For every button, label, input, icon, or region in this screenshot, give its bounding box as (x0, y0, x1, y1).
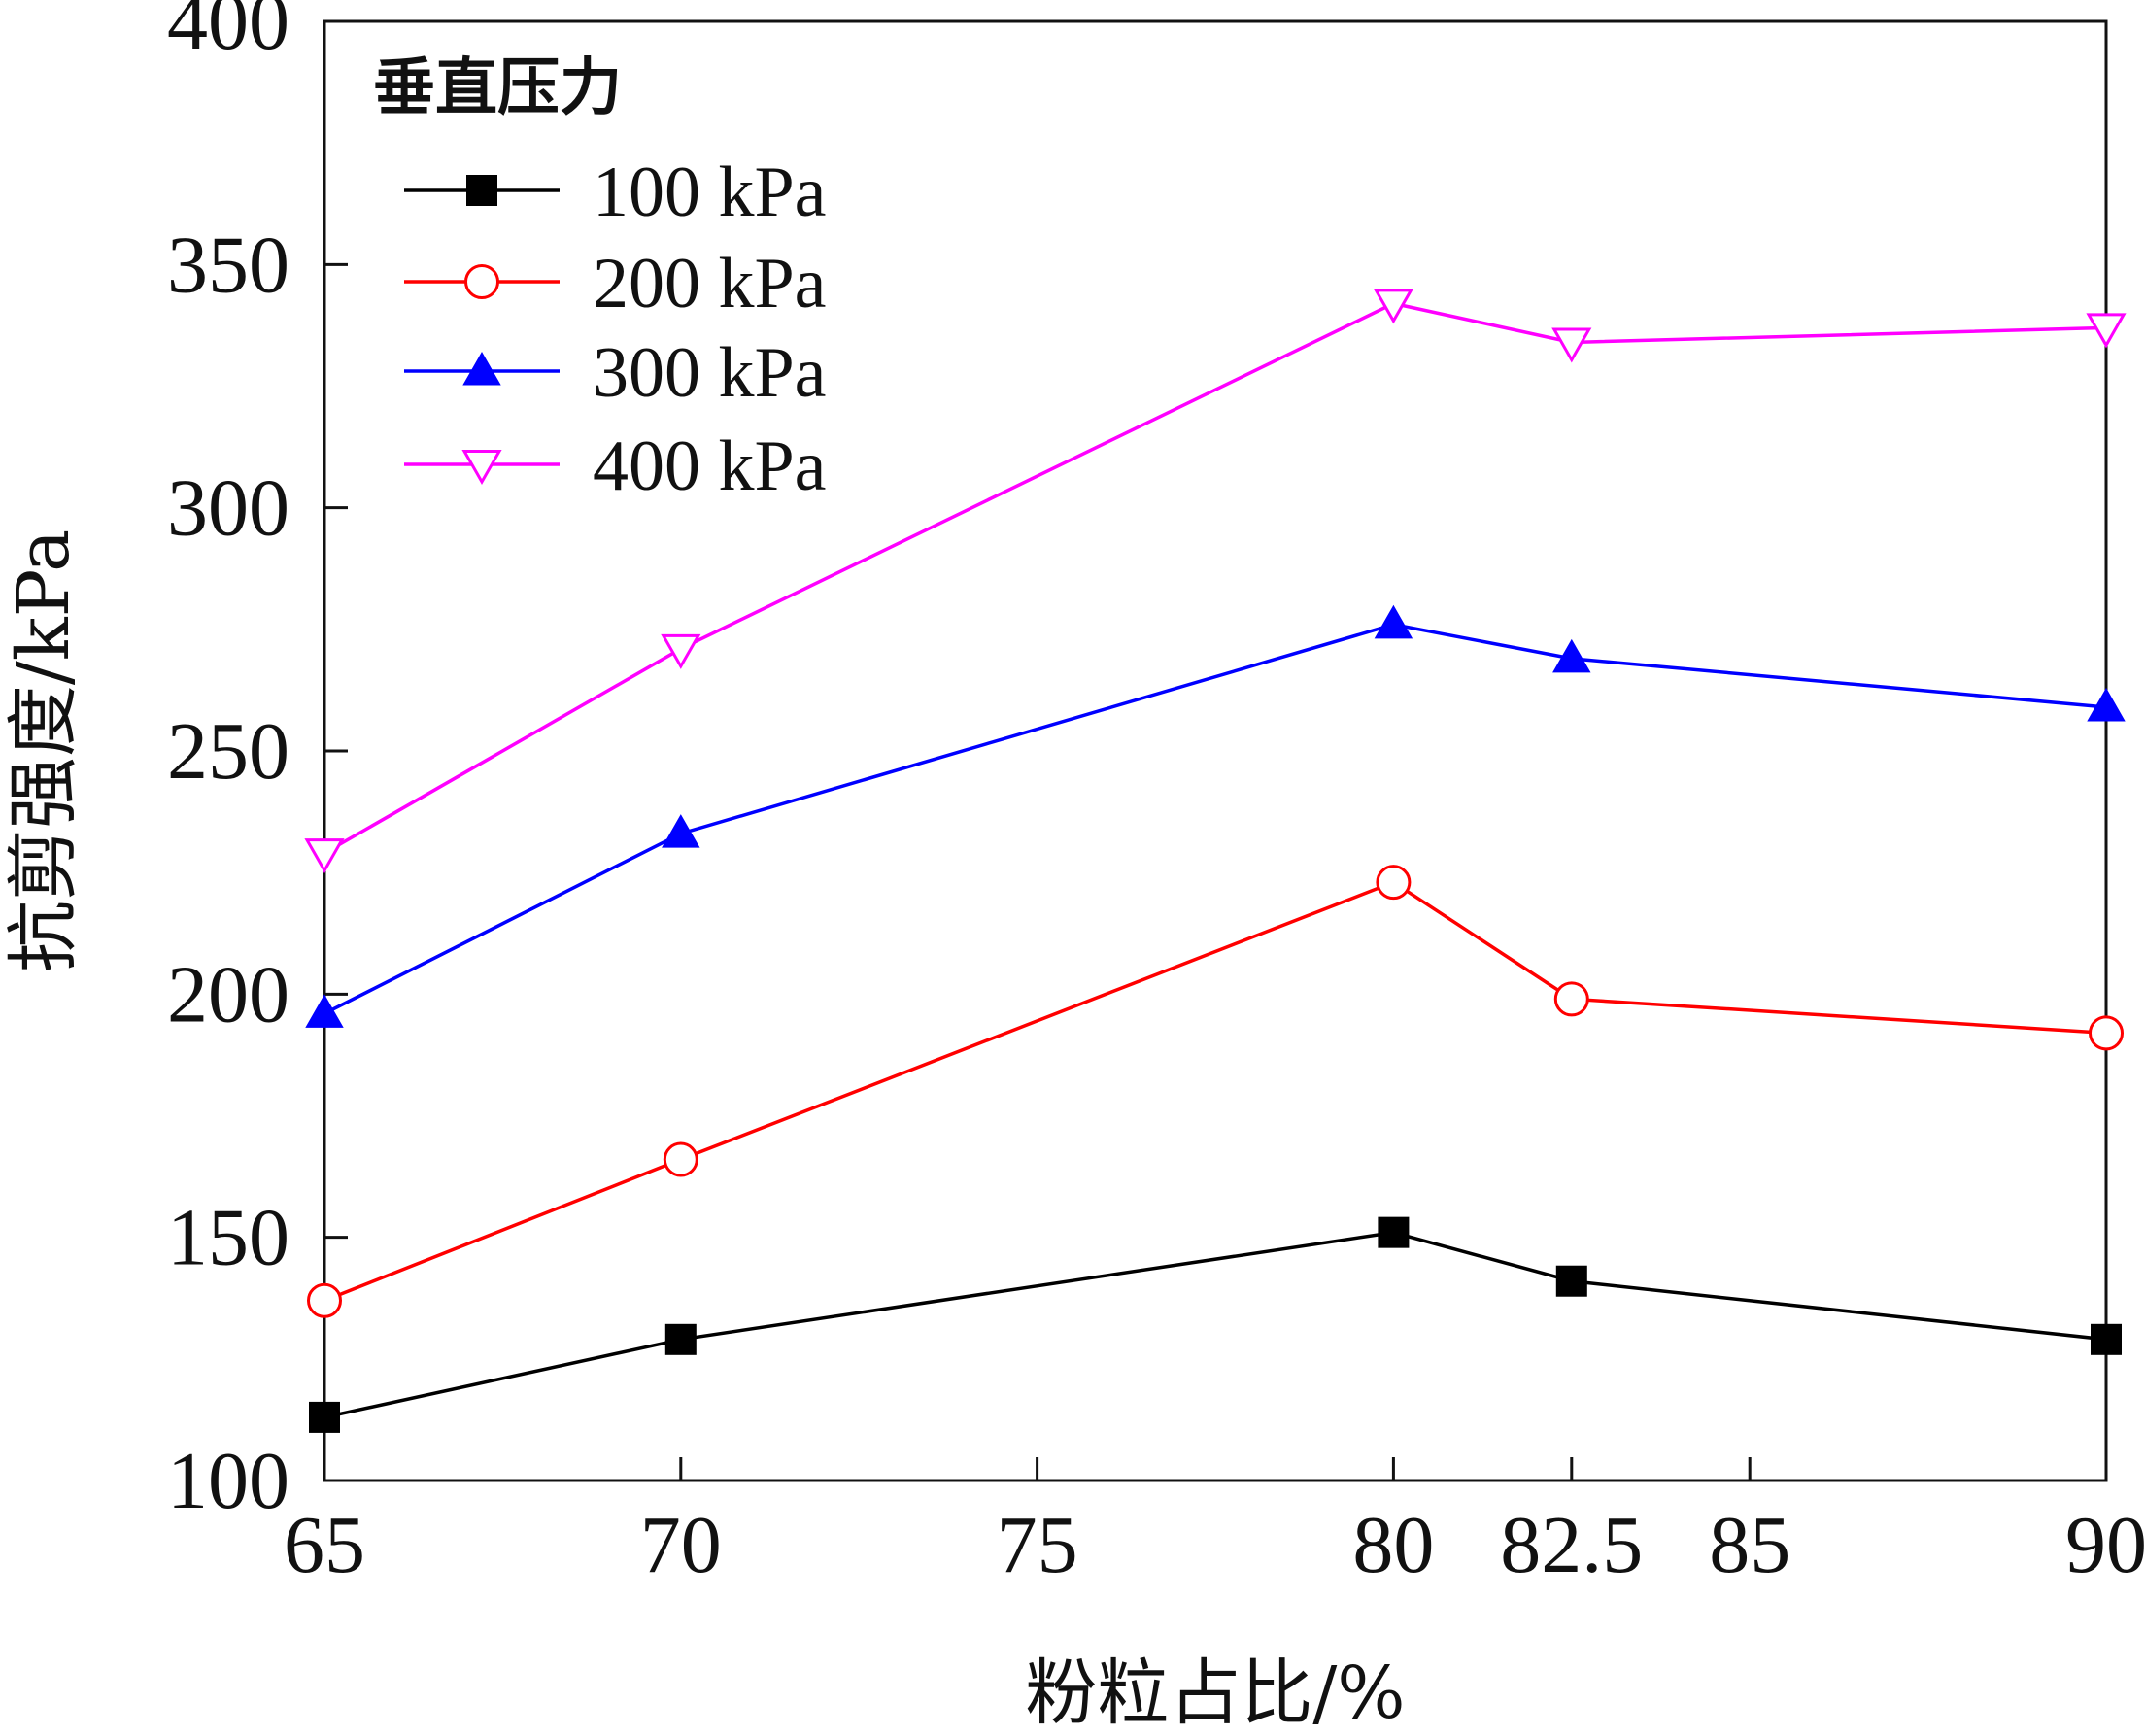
data-point-100-kpa (1378, 1216, 1410, 1248)
x-tick-label: 80 (1352, 1500, 1434, 1590)
data-point-200-kpa (663, 1141, 698, 1177)
series-line-300-kpa (323, 623, 2107, 1015)
data-point-100-kpa (2091, 1323, 2122, 1355)
axis-tick-labels: 65 70 75 80 82.5 85 90 100 150 200 250 300 350 400 (167, 0, 2145, 1590)
data-point-300-kpa (662, 814, 700, 848)
data-point-400-kpa (2086, 313, 2127, 349)
x-tick-label: 65 (284, 1500, 365, 1590)
series-markers (304, 289, 2127, 1433)
data-point-200-kpa (1553, 981, 1589, 1017)
data-point-100-kpa (309, 1401, 340, 1433)
legend-title: 垂直压力 (373, 52, 622, 124)
y-tick-label: 400 (167, 0, 289, 67)
y-tick-label: 250 (167, 706, 289, 797)
x-axis-title: 粉粒占比/% (1025, 1651, 1405, 1735)
plot-frame (323, 19, 2108, 1482)
x-tick-label: 82.5 (1500, 1500, 1643, 1590)
data-point-100-kpa (1555, 1265, 1587, 1297)
data-point-400-kpa (661, 633, 701, 669)
y-tick-label: 350 (167, 220, 289, 310)
y-axis-title: 抗剪强度/kPa (2, 529, 85, 972)
legend-marker-100-kpa (466, 175, 497, 206)
data-point-400-kpa (1551, 327, 1592, 363)
x-tick-label: 85 (1709, 1500, 1790, 1590)
legend-marker-200-kpa (464, 264, 499, 299)
data-point-300-kpa (1374, 604, 1413, 639)
legend-label-200-kpa: 200 kPa (593, 244, 827, 323)
data-point-300-kpa (2087, 687, 2126, 722)
x-tick-label: 70 (640, 1500, 722, 1590)
y-tick-label: 300 (167, 463, 289, 554)
y-tick-label: 150 (167, 1193, 289, 1283)
legend-label-300-kpa: 300 kPa (593, 333, 827, 413)
y-tick-label: 100 (167, 1436, 289, 1526)
data-point-200-kpa (2089, 1015, 2124, 1051)
legend-label-400-kpa: 400 kPa (593, 426, 827, 506)
data-point-300-kpa (1552, 638, 1591, 673)
legend-label-100-kpa: 100 kPa (593, 153, 827, 232)
data-point-200-kpa (1376, 865, 1412, 901)
series-line-200-kpa (323, 880, 2107, 1303)
data-point-300-kpa (305, 994, 344, 1028)
legend: 垂直压力 100 kPa 200 kPa 300 kPa 400 kPa (373, 52, 827, 506)
series-line-100-kpa (323, 1230, 2107, 1419)
data-point-200-kpa (307, 1282, 342, 1318)
legend-marker-400-kpa (461, 450, 502, 486)
x-tick-label: 75 (997, 1500, 1078, 1590)
data-point-100-kpa (664, 1323, 697, 1355)
y-tick-label: 200 (167, 949, 289, 1039)
data-point-400-kpa (304, 838, 345, 874)
data-point-400-kpa (1373, 289, 1413, 324)
x-tick-label: 90 (2065, 1500, 2145, 1590)
axis-ticks (323, 19, 2108, 1482)
legend-marker-300-kpa (462, 351, 501, 386)
